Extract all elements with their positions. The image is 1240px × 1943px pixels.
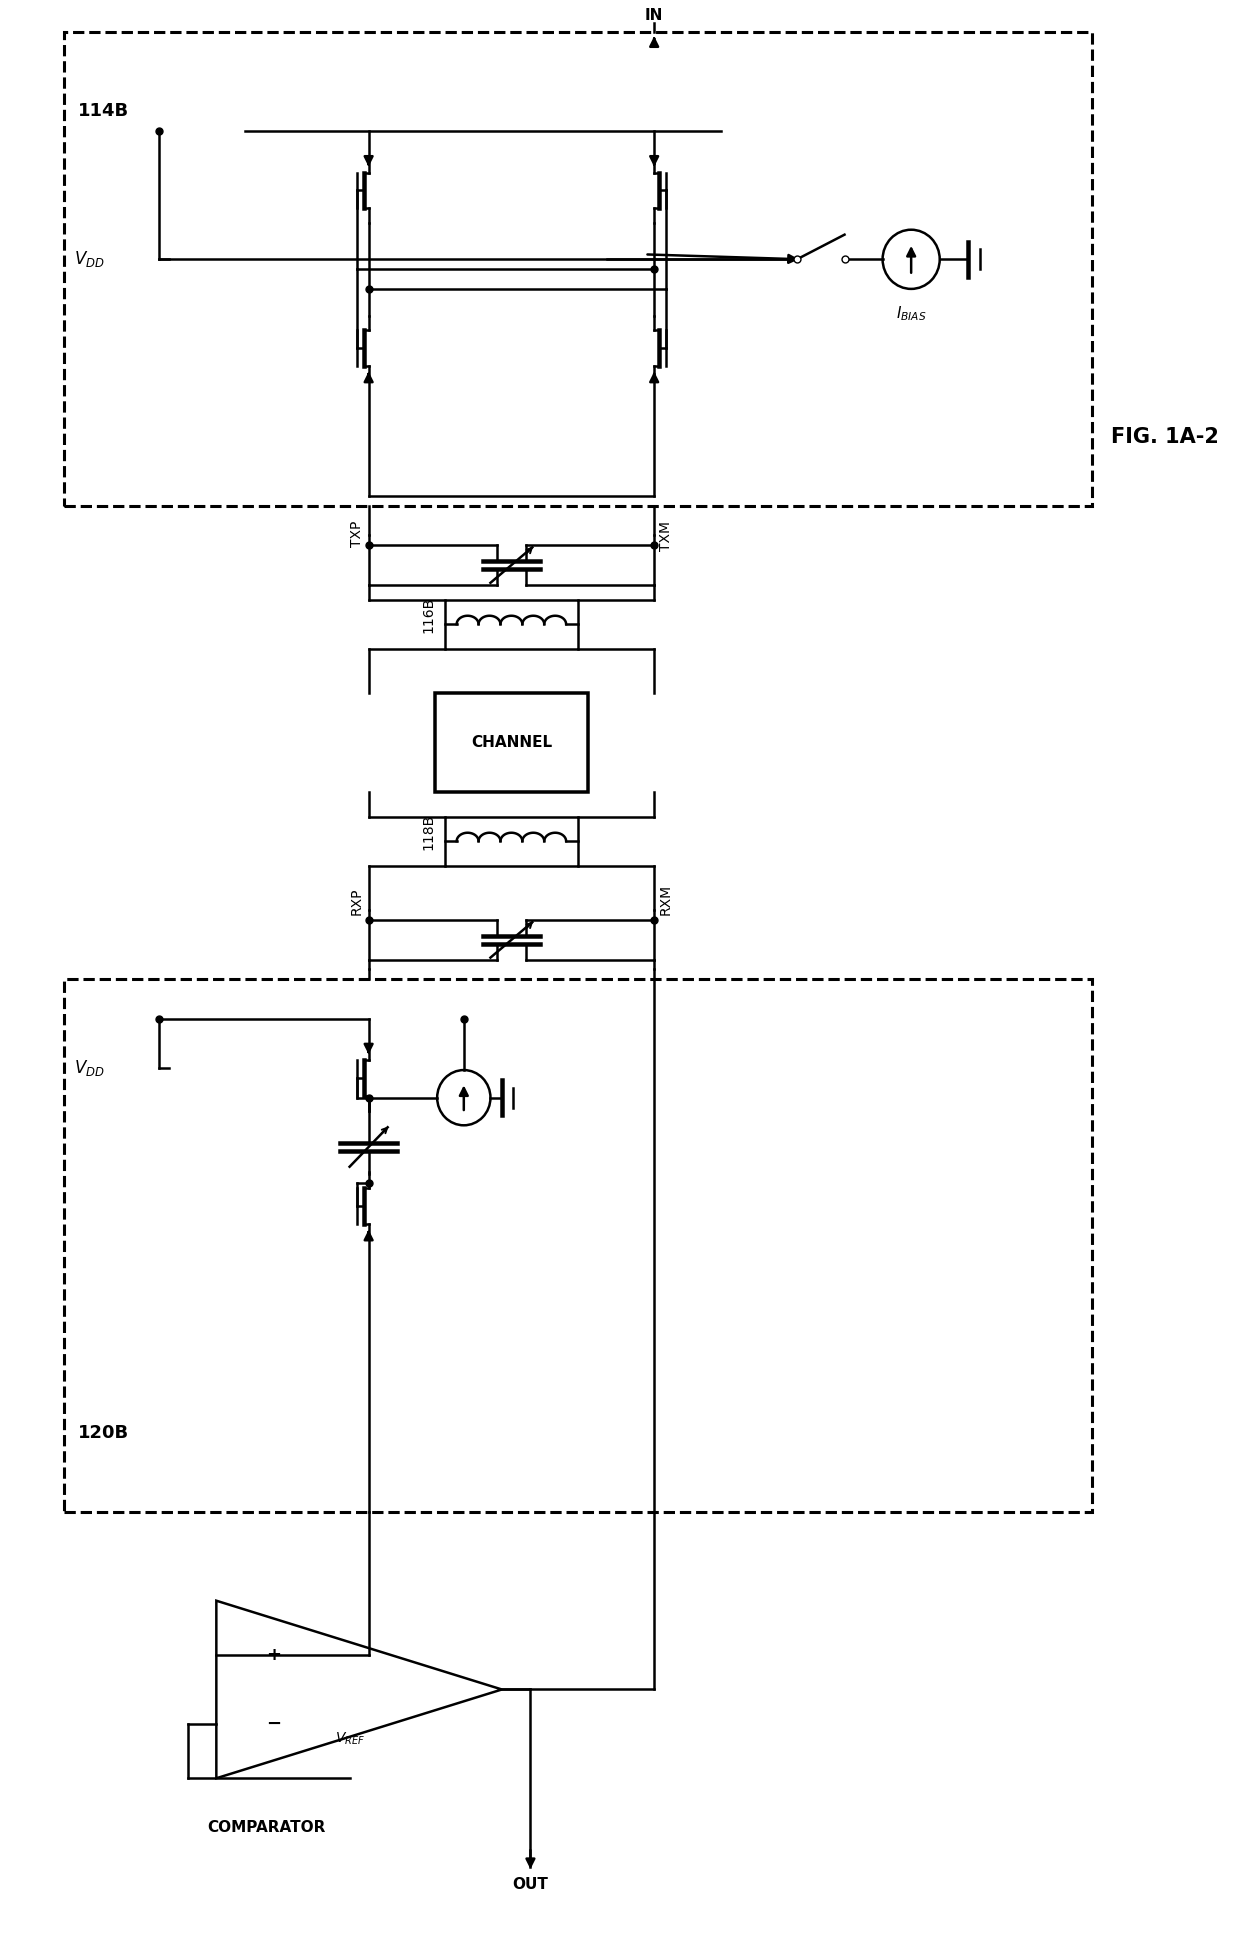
Text: CHANNEL: CHANNEL (471, 734, 552, 750)
Bar (64, 33, 1092, 505)
Text: −: − (265, 1716, 281, 1733)
Text: $I_{BIAS}$: $I_{BIAS}$ (895, 305, 926, 323)
Text: +: + (265, 1646, 281, 1663)
Text: $V_{DD}$: $V_{DD}$ (73, 1059, 104, 1078)
Text: RXP: RXP (350, 888, 363, 915)
Bar (445, 600, 578, 649)
Text: TXM: TXM (658, 521, 673, 550)
Text: $V_{DD}$: $V_{DD}$ (73, 249, 104, 270)
Text: COMPARATOR: COMPARATOR (207, 1821, 325, 1834)
Text: IN: IN (645, 8, 663, 23)
Text: RXM: RXM (658, 884, 673, 915)
Text: 120B: 120B (78, 1424, 129, 1442)
Bar (435, 694, 588, 793)
Bar (445, 816, 578, 867)
Bar (64, 979, 1092, 1512)
Text: $V_{REF}$: $V_{REF}$ (335, 1731, 365, 1747)
Text: FIG. 1A-2: FIG. 1A-2 (1111, 427, 1219, 447)
Text: 118B: 118B (422, 814, 435, 849)
Text: 116B: 116B (422, 597, 435, 633)
Text: 114B: 114B (78, 103, 129, 120)
Text: TXP: TXP (350, 521, 363, 548)
Text: OUT: OUT (512, 1877, 548, 1892)
